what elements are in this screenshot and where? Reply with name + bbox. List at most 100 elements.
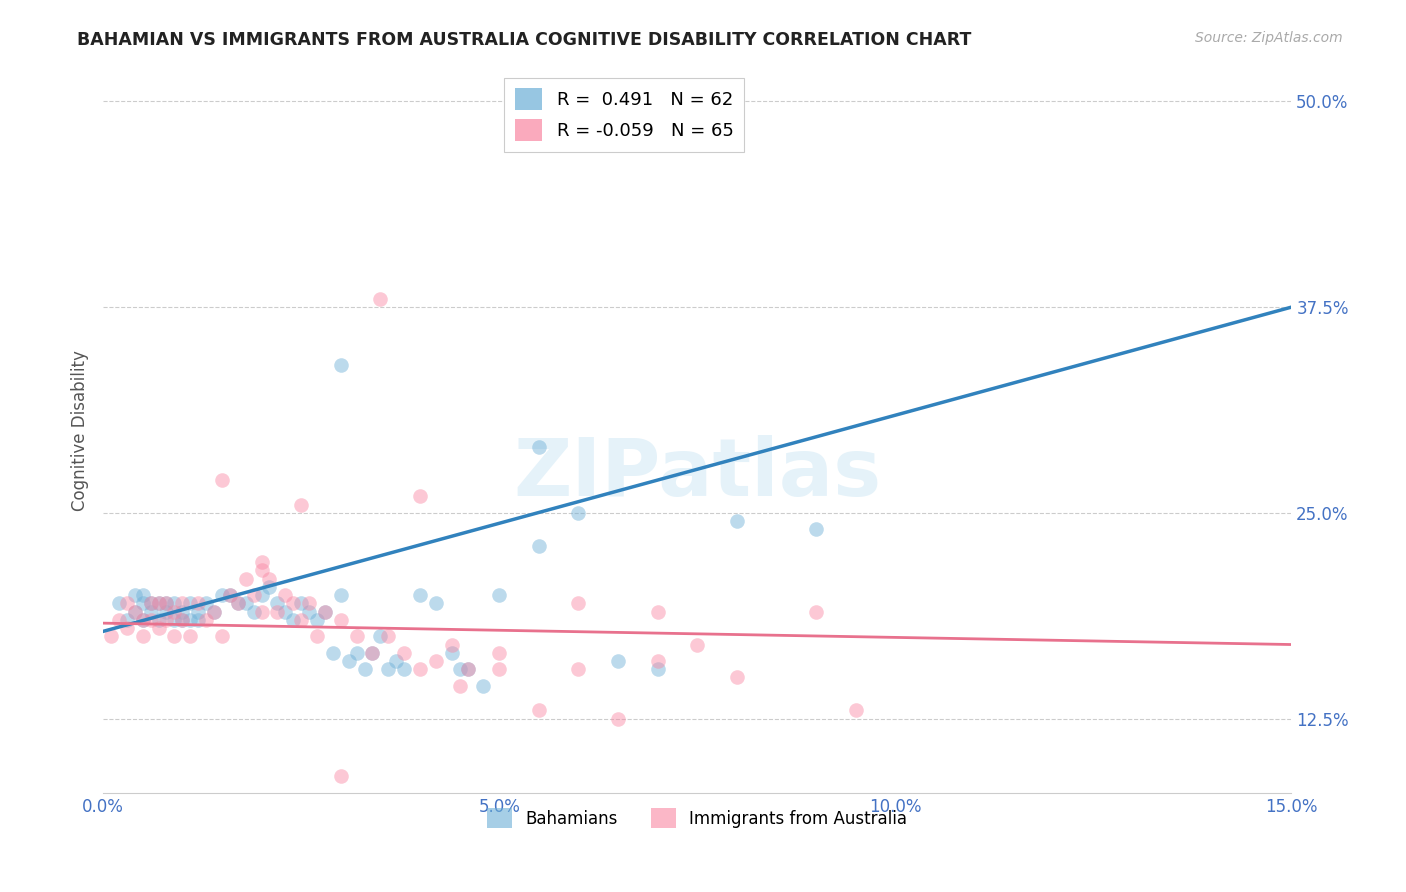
- Point: [179, 629, 201, 643]
- Point: [259, 580, 281, 594]
- Point: [457, 662, 479, 676]
- Point: [449, 662, 471, 676]
- Point: [108, 613, 131, 627]
- Point: [211, 629, 233, 643]
- Point: [290, 613, 312, 627]
- Point: [155, 596, 177, 610]
- Point: [148, 596, 170, 610]
- Point: [449, 679, 471, 693]
- Point: [250, 588, 273, 602]
- Point: [361, 646, 384, 660]
- Point: [218, 588, 240, 602]
- Point: [567, 662, 589, 676]
- Point: [329, 769, 352, 783]
- Point: [377, 629, 399, 643]
- Point: [202, 605, 225, 619]
- Point: [346, 646, 368, 660]
- Point: [172, 605, 194, 619]
- Point: [274, 605, 297, 619]
- Text: BAHAMIAN VS IMMIGRANTS FROM AUSTRALIA COGNITIVE DISABILITY CORRELATION CHART: BAHAMIAN VS IMMIGRANTS FROM AUSTRALIA CO…: [77, 31, 972, 49]
- Text: ZIPatlas: ZIPatlas: [513, 435, 882, 513]
- Point: [361, 646, 384, 660]
- Point: [266, 596, 288, 610]
- Point: [211, 588, 233, 602]
- Point: [250, 564, 273, 578]
- Point: [155, 596, 177, 610]
- Point: [187, 596, 209, 610]
- Point: [259, 572, 281, 586]
- Point: [337, 654, 360, 668]
- Point: [266, 605, 288, 619]
- Point: [346, 629, 368, 643]
- Point: [322, 646, 344, 660]
- Point: [172, 596, 194, 610]
- Point: [202, 605, 225, 619]
- Point: [139, 596, 162, 610]
- Point: [226, 596, 249, 610]
- Point: [211, 473, 233, 487]
- Point: [235, 596, 257, 610]
- Point: [329, 358, 352, 372]
- Point: [409, 662, 432, 676]
- Point: [132, 613, 155, 627]
- Point: [290, 596, 312, 610]
- Point: [425, 596, 447, 610]
- Point: [472, 679, 495, 693]
- Point: [647, 662, 669, 676]
- Point: [124, 605, 146, 619]
- Point: [647, 654, 669, 668]
- Point: [195, 613, 218, 627]
- Point: [305, 629, 328, 643]
- Point: [100, 629, 122, 643]
- Point: [290, 498, 312, 512]
- Point: [298, 596, 321, 610]
- Point: [385, 654, 408, 668]
- Point: [607, 654, 630, 668]
- Point: [425, 654, 447, 668]
- Point: [804, 605, 827, 619]
- Point: [250, 605, 273, 619]
- Point: [440, 638, 463, 652]
- Point: [409, 588, 432, 602]
- Point: [148, 596, 170, 610]
- Point: [242, 588, 264, 602]
- Point: [132, 629, 155, 643]
- Point: [314, 605, 336, 619]
- Point: [353, 662, 375, 676]
- Point: [132, 596, 155, 610]
- Point: [804, 522, 827, 536]
- Point: [314, 605, 336, 619]
- Point: [305, 613, 328, 627]
- Point: [132, 588, 155, 602]
- Point: [392, 646, 415, 660]
- Point: [298, 605, 321, 619]
- Point: [108, 596, 131, 610]
- Point: [1122, 884, 1144, 892]
- Point: [155, 613, 177, 627]
- Point: [725, 670, 748, 684]
- Legend: Bahamians, Immigrants from Australia: Bahamians, Immigrants from Australia: [481, 801, 914, 835]
- Point: [283, 596, 305, 610]
- Point: [274, 588, 297, 602]
- Point: [163, 596, 186, 610]
- Point: [172, 613, 194, 627]
- Point: [218, 588, 240, 602]
- Point: [115, 621, 138, 635]
- Point: [179, 613, 201, 627]
- Point: [163, 605, 186, 619]
- Point: [139, 605, 162, 619]
- Point: [226, 596, 249, 610]
- Point: [155, 605, 177, 619]
- Point: [139, 613, 162, 627]
- Point: [370, 292, 392, 306]
- Point: [607, 712, 630, 726]
- Point: [488, 662, 510, 676]
- Point: [527, 703, 550, 717]
- Point: [148, 621, 170, 635]
- Point: [329, 613, 352, 627]
- Point: [370, 629, 392, 643]
- Point: [163, 613, 186, 627]
- Point: [124, 588, 146, 602]
- Point: [187, 605, 209, 619]
- Point: [377, 662, 399, 676]
